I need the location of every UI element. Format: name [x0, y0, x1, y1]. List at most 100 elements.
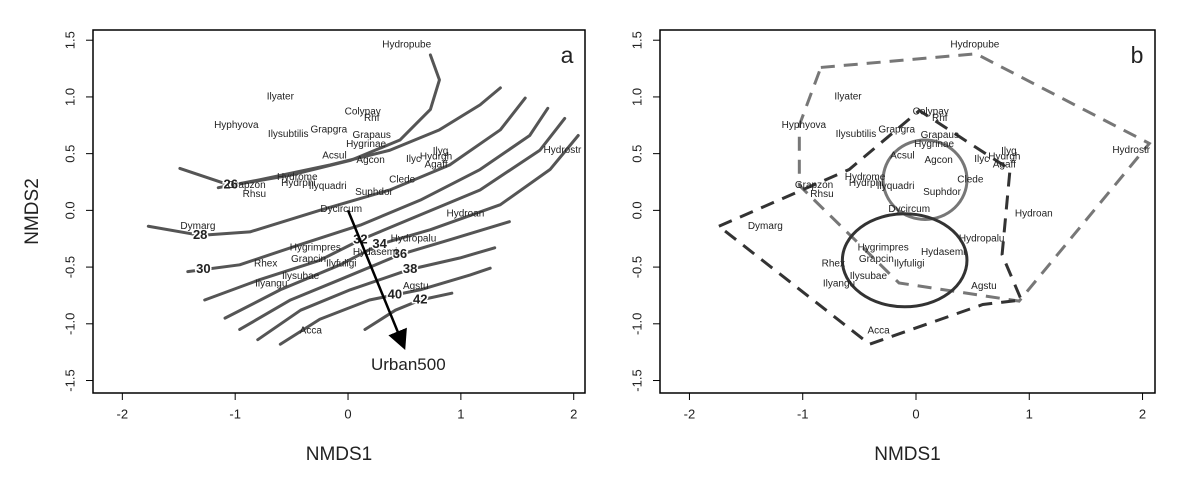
plot-frame: [659, 29, 1156, 394]
contour-line: [146, 96, 527, 237]
species-label: Hygrinae: [346, 139, 386, 150]
x-tick-label: -2: [117, 406, 129, 421]
species-label: Rhsu: [243, 189, 266, 200]
panel-label: a: [561, 42, 574, 68]
x-axis-title: NMDS1: [306, 444, 373, 465]
y-tick-label: 1.5: [62, 31, 77, 49]
species-label: Hydropube: [382, 39, 431, 50]
species-label: Hydrphi: [281, 178, 315, 189]
contour-line: [203, 116, 567, 302]
y-tick-label: -1.5: [62, 369, 77, 391]
species-label: Agstu: [403, 281, 429, 292]
x-tick-label: -1: [797, 406, 809, 421]
species-label: Agcon: [356, 155, 384, 166]
y-axis-title: NMDS2: [22, 178, 43, 245]
species-label: Acsul: [890, 151, 914, 162]
x-tick-label: 0: [344, 406, 351, 421]
hull: [715, 108, 1024, 346]
contour-line: [223, 133, 580, 320]
species-label: Ilyfuligi: [326, 258, 357, 269]
contour-line: [278, 266, 492, 346]
species-label: Acca: [300, 325, 323, 336]
species-label: Hydroan: [446, 208, 484, 219]
x-tick-label: 0: [912, 406, 919, 421]
x-tick-label: -1: [229, 406, 241, 421]
x-tick-label: 1: [457, 406, 464, 421]
species-label: Hydrostr: [544, 145, 582, 156]
species-label: Ilyater: [834, 92, 862, 103]
species-label: Ilysubae: [850, 271, 888, 282]
species-label: Clede: [957, 174, 984, 185]
species-label: Rhex: [822, 258, 845, 269]
y-tick-label: -0.5: [629, 256, 644, 278]
species-label: Hyphyova: [214, 120, 259, 131]
contour-label: 38: [403, 261, 417, 276]
species-label: Ilyg: [433, 146, 449, 157]
species-label: Hydrgh: [988, 152, 1020, 163]
x-tick-label: -2: [684, 406, 696, 421]
species-label: Suphdor: [923, 187, 961, 198]
species-label: Suphdor: [355, 187, 393, 198]
y-tick-label: 0.5: [62, 145, 77, 163]
species-label: Ilyangu: [823, 279, 855, 290]
species-label: Hydroan: [1015, 208, 1053, 219]
species-label: Rhsu: [810, 189, 833, 200]
y-tick-label: 1.0: [62, 88, 77, 106]
species-label: Colypay: [913, 106, 949, 117]
x-tick-label: 2: [570, 406, 577, 421]
species-label: Hydrome: [845, 172, 886, 183]
y-tick-label: 0.0: [62, 201, 77, 219]
species-label: Grapgra: [878, 124, 915, 135]
species-label: Hydrgh: [420, 152, 452, 163]
species-label: Grapcin: [859, 254, 894, 265]
y-tick-label: -0.5: [62, 256, 77, 278]
species-label: Ilysubae: [282, 271, 320, 282]
y-tick-label: 1.0: [629, 88, 644, 106]
species-label: Hydropalu: [391, 233, 437, 244]
species-label: Ilyg: [1001, 146, 1017, 157]
species-label: Ilyater: [267, 92, 295, 103]
contour-label: 36: [393, 246, 407, 261]
species-label: Grapaus: [921, 130, 959, 141]
y-tick-label: -1.5: [629, 369, 644, 391]
species-label: Acsul: [322, 151, 346, 162]
x-tick-label: 2: [1139, 406, 1146, 421]
contour-label: 30: [196, 261, 210, 276]
species-label: Grapaus: [353, 130, 391, 141]
species-label: Grapzon: [795, 180, 833, 191]
species-label: Ilysubtilis: [836, 129, 877, 140]
species-label: Hygrimpres: [290, 242, 341, 253]
y-tick-label: 0.0: [629, 201, 644, 219]
species-label: Grapgra: [311, 124, 348, 135]
y-tick-label: -1.0: [62, 313, 77, 335]
contour-label: 26: [224, 177, 238, 192]
contour-line: [256, 246, 497, 342]
panel-label: b: [1131, 42, 1144, 68]
species-label: Dymarg: [748, 221, 783, 232]
species-label: Ilysubtilis: [268, 129, 309, 140]
x-tick-label: 1: [1026, 406, 1033, 421]
species-label: Dymarg: [180, 221, 215, 232]
species-label: Agaff: [424, 160, 447, 171]
species-label: Grapzon: [227, 180, 265, 191]
species-label: Ilyquadri: [309, 181, 347, 192]
species-label: Dycircum: [320, 204, 362, 215]
species-label: Hygrinae: [914, 139, 954, 150]
species-label: Ilyc: [974, 154, 989, 165]
species-label: Rhex: [254, 258, 277, 269]
contour-line: [186, 106, 550, 274]
species-label: Clede: [389, 174, 416, 185]
contour-label: 28: [193, 227, 207, 242]
species-label: Hydropalu: [959, 233, 1005, 244]
species-label: Dycircum: [888, 204, 930, 215]
species-label: Agaff: [993, 160, 1016, 171]
contour-label: 42: [413, 291, 427, 306]
species-label: Agcon: [924, 155, 952, 166]
x-axis-title: NMDS1: [874, 444, 941, 465]
species-label: Agstu: [971, 281, 997, 292]
contour-label: 34: [372, 236, 387, 251]
species-label: Ilyc: [406, 154, 421, 165]
species-label: Hydasemi: [921, 247, 965, 258]
species-label: Hydasemi: [353, 247, 397, 258]
plot-frame: [92, 29, 586, 394]
